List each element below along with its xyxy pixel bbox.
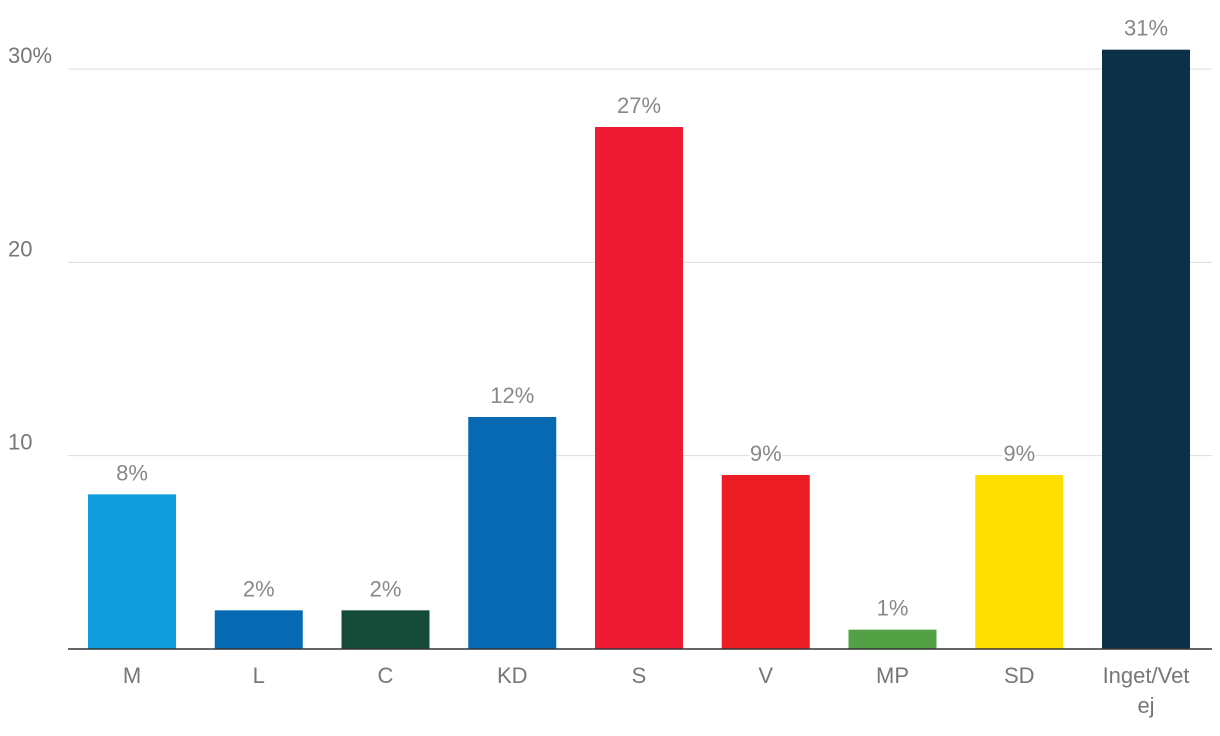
data-label: 9% bbox=[750, 441, 782, 466]
y-axis-tick-labels: 10 20 30% bbox=[8, 43, 52, 455]
bar-s bbox=[595, 127, 683, 649]
x-tick-label: M bbox=[123, 663, 141, 688]
bar-kd bbox=[468, 417, 557, 649]
data-label: 2% bbox=[243, 576, 275, 601]
y-tick-label: 30% bbox=[8, 43, 52, 68]
bar-inget-vet-ej bbox=[1102, 49, 1190, 649]
x-axis-category-labels: M L C KD S V MP SD Inget/Vet ej bbox=[123, 663, 1190, 718]
x-tick-label: L bbox=[253, 663, 265, 688]
x-tick-label: V bbox=[758, 663, 773, 688]
bar-c bbox=[341, 610, 430, 649]
x-tick-label: Inget/Vet bbox=[1103, 663, 1190, 688]
y-tick-label: 20 bbox=[8, 236, 32, 261]
data-label-background bbox=[1002, 441, 1036, 467]
bar-mp bbox=[848, 629, 937, 649]
bars bbox=[88, 49, 1190, 649]
y-tick-label: 10 bbox=[8, 430, 32, 455]
x-tick-label: ej bbox=[1137, 693, 1154, 718]
data-labels: 8% 2% 2% 12% 27% 9% 1% 9% 31% bbox=[115, 15, 1169, 622]
data-label: 9% bbox=[1003, 441, 1035, 466]
data-label-background bbox=[489, 383, 535, 409]
data-label: 12% bbox=[490, 383, 534, 408]
data-label-background bbox=[616, 93, 662, 119]
data-label-background bbox=[876, 595, 909, 622]
bar-v bbox=[721, 475, 810, 649]
data-label-background bbox=[1123, 15, 1169, 42]
x-tick-label: KD bbox=[497, 663, 528, 688]
x-tick-label: SD bbox=[1004, 663, 1035, 688]
x-tick-label: MP bbox=[876, 663, 909, 688]
data-label-background bbox=[115, 460, 149, 487]
data-label-background bbox=[242, 576, 276, 603]
data-label: 8% bbox=[116, 460, 148, 485]
bar-sd bbox=[975, 475, 1064, 649]
data-label-background bbox=[749, 441, 783, 467]
data-label-background bbox=[369, 576, 402, 603]
data-label: 27% bbox=[617, 93, 661, 118]
x-tick-label: S bbox=[632, 663, 647, 688]
x-tick-label: C bbox=[378, 663, 394, 688]
bar-l bbox=[214, 610, 303, 649]
bar-m bbox=[88, 494, 176, 649]
data-label: 31% bbox=[1124, 16, 1168, 41]
data-label: 2% bbox=[370, 576, 402, 601]
data-label: 1% bbox=[877, 596, 909, 621]
